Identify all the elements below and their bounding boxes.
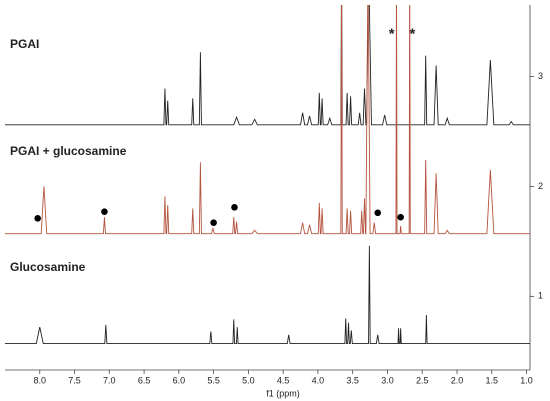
y-tick-label: 1 <box>538 291 543 301</box>
y-tick-label: 3 <box>538 71 543 81</box>
x-tick-label: 1.0 <box>520 375 533 385</box>
x-tick-label: 7.5 <box>68 375 81 385</box>
series-label: PGAI + glucosamine <box>10 144 127 158</box>
x-tick-label: 5.0 <box>242 375 255 385</box>
asterisk: * <box>389 25 395 42</box>
marker-dot <box>101 208 108 215</box>
x-tick-label: 6.0 <box>173 375 186 385</box>
marker-dot <box>34 214 41 222</box>
marker-dot <box>397 213 404 221</box>
x-tick-label: 3.0 <box>381 375 394 385</box>
spectrum-line <box>5 245 530 345</box>
x-tick-label: 5.5 <box>207 375 220 385</box>
x-tick-label: 2.5 <box>416 375 429 385</box>
x-tick-label: 6.5 <box>138 375 151 385</box>
marker-dot <box>210 219 217 226</box>
x-tick-label: 4.5 <box>277 375 290 385</box>
x-tick-label: 7.0 <box>103 375 116 385</box>
y-tick-label: 2 <box>538 181 543 191</box>
x-tick-label: 4.0 <box>312 375 325 385</box>
x-tick-label: 1.5 <box>485 375 498 385</box>
x-tick-label: 3.5 <box>346 375 359 385</box>
marker-dot <box>374 209 382 217</box>
asterisk: * <box>410 25 416 42</box>
spectrum-line <box>5 5 530 126</box>
spectra <box>5 5 530 345</box>
x-tick-label: 2.0 <box>451 375 464 385</box>
x-tick-label: 8.0 <box>34 375 47 385</box>
marker-dot <box>231 203 238 211</box>
x-axis-label: f1 (ppm) <box>266 388 300 398</box>
series-label: Glucosamine <box>10 260 86 274</box>
spectrum-line <box>5 5 530 235</box>
series-label: PGAI <box>10 37 39 51</box>
